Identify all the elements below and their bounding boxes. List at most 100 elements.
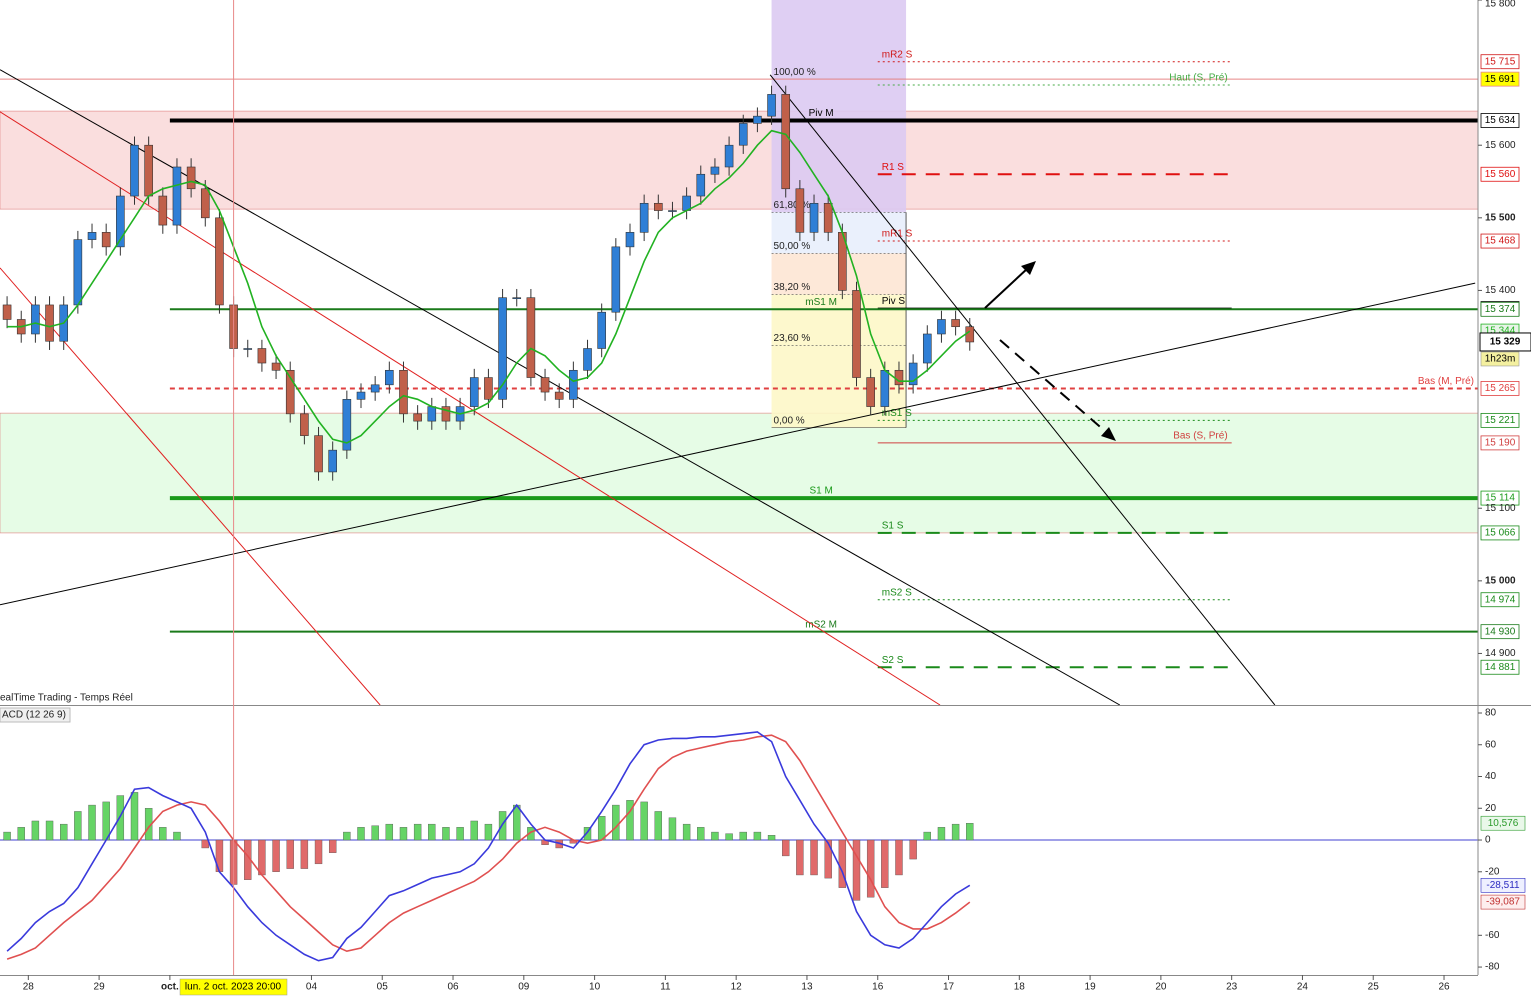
macd-bar	[60, 823, 68, 841]
candle-body	[724, 144, 734, 168]
x-tick-label: 18	[1014, 982, 1026, 993]
level-price-box	[1480, 233, 1520, 249]
macd-bar	[74, 811, 82, 841]
ma-price-label: 15 344	[1485, 326, 1516, 337]
macd-bar	[640, 801, 648, 841]
candle-body	[314, 435, 323, 473]
candle-body	[356, 391, 366, 400]
candle-body	[795, 188, 805, 233]
candle-body	[951, 319, 960, 328]
candle-body	[880, 369, 890, 407]
arrow-head	[1101, 427, 1116, 441]
source-label: ealTime Trading - Temps Réel	[0, 693, 133, 704]
candle-body	[894, 369, 904, 386]
candle-body	[753, 115, 762, 124]
macd-bar	[597, 816, 606, 841]
candle-body	[427, 406, 437, 422]
level-name: mS1 M	[805, 297, 837, 308]
x-tick-label: 04	[306, 982, 318, 993]
x-tick-label: 16	[872, 982, 884, 993]
candle-body	[87, 232, 97, 240]
macd-bar	[739, 831, 747, 841]
level-price-box	[1480, 412, 1520, 428]
candle-body	[668, 210, 677, 212]
macd-bar	[697, 827, 705, 841]
level-price-box	[1480, 301, 1520, 317]
candle-body	[908, 362, 918, 386]
candle-body	[696, 173, 706, 197]
macd-y-tick-label: 20	[1485, 803, 1497, 814]
candle-body	[399, 369, 408, 415]
level-name: mS2 M	[805, 619, 837, 630]
fib-band	[771, 294, 907, 346]
macd-bar	[159, 827, 167, 841]
macd-bar	[470, 820, 478, 841]
candle-body	[823, 202, 833, 233]
level-name: S1 S	[882, 521, 904, 532]
macd-bar	[442, 827, 450, 841]
y-tick-label: 15 800	[1485, 0, 1516, 10]
x-tick-label: 28	[23, 982, 35, 993]
macd-bar	[456, 827, 464, 841]
crosshair-date-box	[179, 978, 288, 996]
macd-bar	[937, 827, 946, 841]
macd-y-tick-label: 40	[1485, 771, 1497, 782]
candle-body	[554, 391, 564, 400]
macd-bar	[116, 795, 125, 841]
arrow	[984, 267, 1029, 309]
macd-bar	[498, 811, 507, 841]
candle-body	[540, 377, 550, 393]
macd-bar	[711, 831, 719, 841]
macd-bar	[413, 823, 422, 841]
arrow	[999, 339, 1107, 433]
macd-bar	[17, 827, 25, 841]
candle-body	[611, 246, 621, 313]
macd-y-tick-label: 80	[1485, 708, 1497, 719]
x-tick-label: 17	[943, 982, 955, 993]
candle-body	[342, 399, 352, 451]
candle-body	[965, 326, 975, 343]
fib-label: 0,00 %	[774, 415, 805, 426]
x-tick-label: 05	[377, 982, 389, 993]
macd-bar	[3, 831, 11, 841]
candle-body	[186, 166, 196, 190]
macd-bar	[725, 833, 733, 841]
candle-body	[738, 123, 748, 146]
level-price-box	[1480, 381, 1520, 396]
candle-body	[116, 195, 125, 248]
y-tick-label: 15 600	[1485, 140, 1516, 151]
level-name: Piv M	[809, 108, 834, 119]
candle-body	[639, 202, 649, 233]
fib-label: 61,80 %	[774, 200, 811, 211]
level-price-box	[1480, 490, 1520, 506]
candle-body	[413, 413, 422, 422]
y-tick-label: 15 500	[1485, 212, 1516, 223]
level-price-label: 15 715	[1485, 56, 1516, 67]
macd-bar	[753, 831, 762, 841]
price-panel: 100,00 % 61,80 % 50,00 % 38,20 % 23,60 % 0,00…	[0, 0, 1478, 705]
candle-body	[385, 369, 394, 386]
level-price-box	[1480, 592, 1520, 608]
macd-bar	[810, 839, 818, 876]
candle-body	[526, 297, 536, 378]
crosshair-date-label: lun. 2 oct. 2023 20:00	[185, 982, 282, 993]
candle-body	[583, 348, 592, 371]
macd-signal	[6, 734, 971, 960]
candle-body	[937, 319, 946, 335]
fib-label: 38,20 %	[774, 282, 811, 293]
macd-value-label: -28,511	[1486, 880, 1520, 891]
countdown-label: 1h23m	[1485, 354, 1516, 365]
candle-body	[781, 94, 791, 190]
candle-body	[597, 311, 606, 349]
macd-y-tick-label: -60	[1485, 930, 1500, 941]
x-tick-label: 13	[801, 982, 813, 993]
level-name: Bas (M, Pré)	[1418, 376, 1474, 387]
candle-body	[328, 449, 337, 473]
zone	[0, 412, 1478, 534]
candle-body	[300, 413, 309, 436]
fib-label: 100,00 %	[774, 67, 816, 78]
level-price-label: 15 468	[1485, 236, 1516, 247]
level-price-label: 14 930	[1485, 626, 1516, 637]
